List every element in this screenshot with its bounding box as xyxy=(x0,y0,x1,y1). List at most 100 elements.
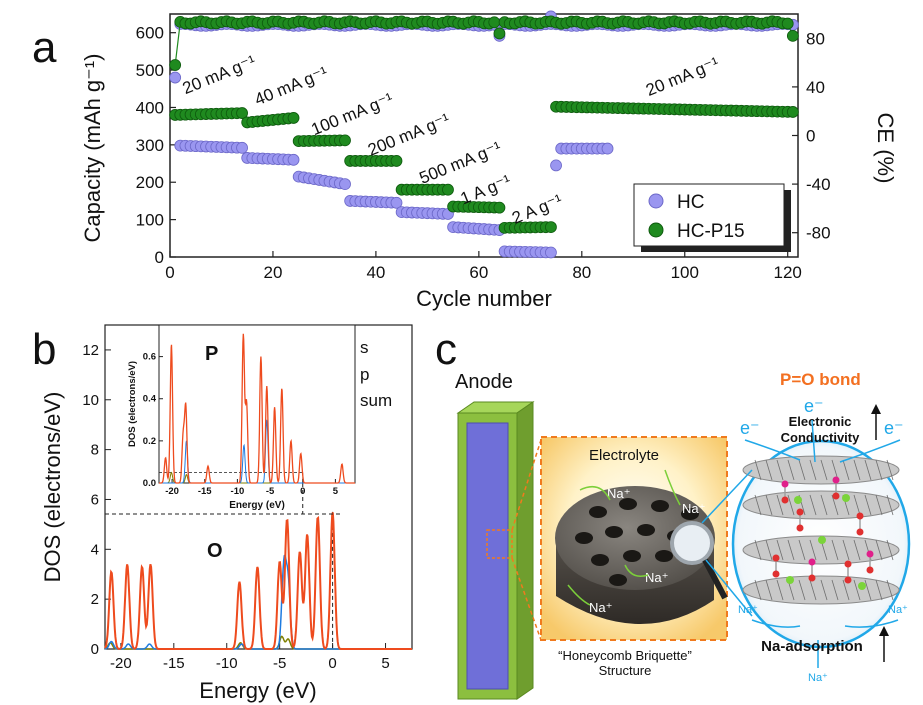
x-tick-label: -15 xyxy=(163,655,185,672)
lattice-bond xyxy=(776,494,784,516)
arrow-head-icon xyxy=(871,404,881,414)
na-atom xyxy=(842,494,850,502)
y-tick-label: 0 xyxy=(91,641,99,658)
legend-marker-hcp15 xyxy=(648,222,664,238)
atom xyxy=(796,524,804,532)
ion-path xyxy=(751,619,801,628)
data-point xyxy=(442,183,454,196)
data-point xyxy=(390,196,403,209)
data-point xyxy=(545,221,557,233)
briquette-hole xyxy=(575,532,593,544)
data-point xyxy=(236,107,248,119)
lattice-bond xyxy=(875,539,883,561)
atom xyxy=(781,480,789,488)
lattice-bond xyxy=(831,579,839,601)
data-point xyxy=(287,153,300,166)
y-tick-label: 2 xyxy=(91,591,99,608)
inset-y-tick-label: 0.4 xyxy=(143,394,157,405)
x-tick-label: 120 xyxy=(774,263,802,282)
na-atom xyxy=(818,536,826,544)
lattice-bond xyxy=(809,579,817,601)
lattice-bond xyxy=(754,459,762,481)
lattice-bond xyxy=(886,579,894,601)
lattice-bond xyxy=(853,459,861,481)
lattice-bond xyxy=(886,539,894,561)
x-tick-label: -5 xyxy=(273,655,286,672)
arrow-head-icon xyxy=(879,626,889,636)
atom xyxy=(781,496,789,504)
lattice-bond xyxy=(765,459,773,481)
y-tick-label: 4 xyxy=(91,541,99,558)
atom xyxy=(866,566,874,574)
y-tick-label: 12 xyxy=(82,342,99,359)
anode-electrode xyxy=(456,401,535,700)
capacity-chart: 0 20 40 60 80 100 1200100200300400500600-80-40… xyxy=(80,10,898,311)
electron-path xyxy=(811,419,816,463)
x-tick-label: 0 xyxy=(165,263,174,282)
inset-x-tick-label: -15 xyxy=(198,486,212,497)
magnifier-handle xyxy=(702,558,728,600)
lattice-bond xyxy=(798,579,806,601)
electron-label: e⁻ xyxy=(884,418,904,438)
legend-label-sum: sum xyxy=(360,391,392,410)
legend-label-hc: HC xyxy=(677,192,704,213)
atom-label-o: O xyxy=(207,540,223,562)
briquette-hole xyxy=(591,554,609,566)
briquette-hole xyxy=(655,550,673,562)
y2-axis-label: CE (%) xyxy=(873,113,898,184)
lattice-bond xyxy=(886,494,894,516)
x-tick-label: -10 xyxy=(216,655,238,672)
data-point xyxy=(169,71,182,84)
x-tick-label: 40 xyxy=(366,263,385,282)
lattice-bond xyxy=(809,459,817,481)
legend-label-s: s xyxy=(360,338,369,357)
lattice-bond xyxy=(864,494,872,516)
lattice-bond xyxy=(886,459,894,481)
electron-path xyxy=(744,439,801,461)
anode-label: Anode xyxy=(455,371,513,393)
lattice-bond xyxy=(864,579,872,601)
lattice-bond xyxy=(842,579,850,601)
x-tick-label: 80 xyxy=(572,263,591,282)
magnify-connector xyxy=(705,559,753,617)
briquette-caption-1: “Honeycomb Briquette” xyxy=(558,648,692,663)
ce-point xyxy=(781,17,794,30)
na-ion-label: Na⁺ xyxy=(607,486,630,501)
y-tick-label: 8 xyxy=(91,442,99,459)
electron-label: e⁻ xyxy=(804,396,824,416)
y-tick-label: 500 xyxy=(136,61,164,80)
y-tick-label: 6 xyxy=(91,491,99,508)
briquette-box: Electrolyte Na⁺ Na⁺ Na⁺ Na⁺ xyxy=(540,436,728,641)
data-marks xyxy=(169,10,799,259)
lattice-bond xyxy=(776,539,784,561)
na-ion-label: Na⁺ xyxy=(682,501,705,516)
lattice-bond xyxy=(765,579,773,601)
briquette-hole xyxy=(637,524,655,536)
conductivity-label-1: Electronic xyxy=(789,414,852,429)
panel-label-c: c xyxy=(435,325,457,374)
atom xyxy=(856,528,864,536)
inset-curves xyxy=(159,333,355,484)
lattice-bond xyxy=(831,539,839,561)
legend-label-p: p xyxy=(360,365,369,384)
inset-y-label: DOS (electrons/eV) xyxy=(127,361,138,447)
zoom-region xyxy=(486,529,513,559)
lattice-bond xyxy=(765,539,773,561)
atom xyxy=(772,554,780,562)
na-ion-label: Na⁺ xyxy=(808,672,828,684)
lattice-bond xyxy=(798,539,806,561)
y-tick-label: 0 xyxy=(155,248,164,267)
y2-tick-label: 0 xyxy=(806,127,815,146)
ion-path xyxy=(567,584,591,606)
data-point xyxy=(339,134,351,147)
carbon-layers xyxy=(742,455,900,605)
y2-tick-label: -40 xyxy=(806,175,831,194)
magnify-connector xyxy=(701,469,753,524)
lattice-bond xyxy=(776,579,784,601)
lattice-bond xyxy=(853,494,861,516)
inset-y-tick-label: 0.0 xyxy=(143,478,156,489)
briquette-caption-2: Structure xyxy=(599,663,652,678)
